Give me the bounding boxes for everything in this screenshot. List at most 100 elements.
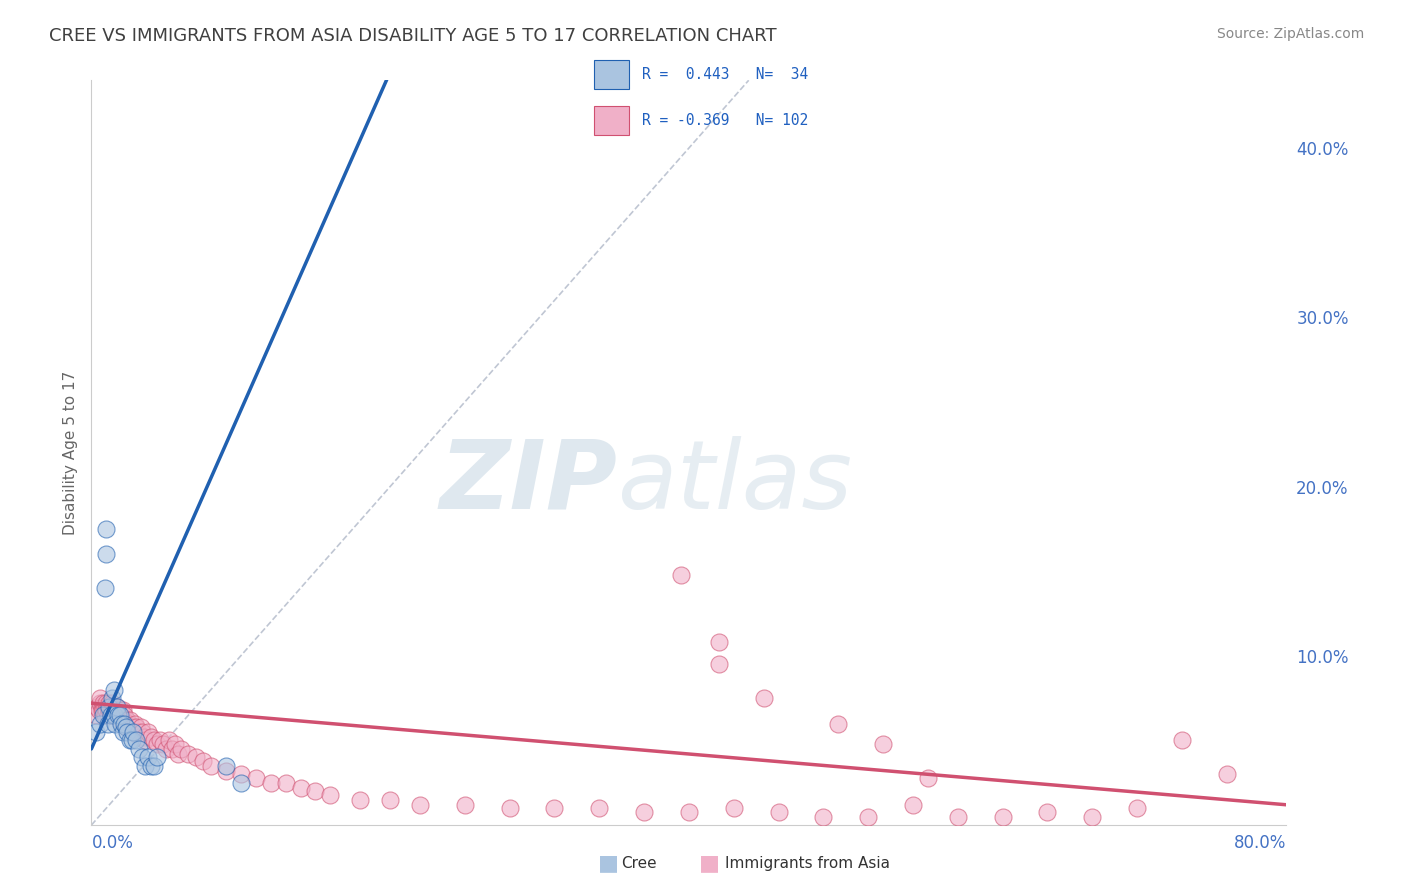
Point bbox=[454, 797, 477, 812]
Point bbox=[163, 737, 186, 751]
Point bbox=[193, 754, 215, 768]
Point bbox=[991, 810, 1014, 824]
Point bbox=[1171, 733, 1194, 747]
Point bbox=[94, 699, 117, 714]
Point bbox=[752, 691, 775, 706]
Point bbox=[274, 776, 297, 790]
Point bbox=[107, 703, 129, 717]
Point bbox=[110, 703, 132, 717]
Point bbox=[707, 657, 730, 672]
Point bbox=[97, 699, 120, 714]
Point bbox=[146, 750, 169, 764]
Point bbox=[94, 581, 117, 595]
Point bbox=[132, 730, 155, 744]
Point bbox=[380, 793, 402, 807]
Text: Source: ZipAtlas.com: Source: ZipAtlas.com bbox=[1216, 27, 1364, 41]
Point bbox=[200, 759, 222, 773]
Point bbox=[125, 733, 148, 747]
Point bbox=[101, 703, 124, 717]
Point bbox=[155, 742, 177, 756]
Point bbox=[112, 708, 135, 723]
Point bbox=[129, 720, 152, 734]
Point bbox=[215, 764, 238, 778]
Y-axis label: Disability Age 5 to 17: Disability Age 5 to 17 bbox=[62, 370, 77, 535]
Point bbox=[96, 703, 118, 717]
Point bbox=[105, 699, 128, 714]
Text: R =  0.443   N=  34: R = 0.443 N= 34 bbox=[643, 67, 808, 82]
Point bbox=[245, 771, 267, 785]
Point bbox=[177, 747, 200, 761]
Point bbox=[349, 793, 371, 807]
Point bbox=[118, 720, 141, 734]
Point bbox=[104, 703, 127, 717]
Point bbox=[104, 708, 127, 723]
Point bbox=[118, 716, 141, 731]
Point bbox=[115, 713, 138, 727]
Point bbox=[90, 703, 112, 717]
Point bbox=[112, 713, 135, 727]
Point bbox=[901, 797, 924, 812]
Point bbox=[93, 696, 115, 710]
Point bbox=[93, 703, 115, 717]
Point bbox=[633, 805, 655, 819]
Text: 80.0%: 80.0% bbox=[1234, 833, 1286, 852]
Point bbox=[96, 696, 118, 710]
Point bbox=[114, 720, 136, 734]
Point bbox=[136, 725, 159, 739]
Point bbox=[1081, 810, 1104, 824]
Text: ZIP: ZIP bbox=[439, 436, 617, 529]
Text: Cree: Cree bbox=[621, 856, 657, 871]
Point bbox=[170, 742, 193, 756]
Text: R = -0.369   N= 102: R = -0.369 N= 102 bbox=[643, 113, 808, 128]
Point bbox=[121, 720, 143, 734]
Point bbox=[141, 730, 163, 744]
Point bbox=[98, 696, 121, 710]
Point bbox=[149, 733, 172, 747]
Point bbox=[96, 547, 118, 561]
Point bbox=[827, 716, 849, 731]
Point bbox=[87, 703, 110, 717]
Point bbox=[1216, 767, 1239, 781]
Point bbox=[146, 737, 169, 751]
Point bbox=[128, 730, 150, 744]
Point bbox=[768, 805, 790, 819]
Point bbox=[111, 713, 134, 727]
Point bbox=[108, 713, 131, 727]
Point bbox=[89, 696, 111, 710]
Point bbox=[671, 567, 693, 582]
Point bbox=[1036, 805, 1059, 819]
Point bbox=[858, 810, 880, 824]
Point bbox=[124, 716, 146, 731]
Point bbox=[98, 699, 121, 714]
Point bbox=[141, 759, 163, 773]
Text: CREE VS IMMIGRANTS FROM ASIA DISABILITY AGE 5 TO 17 CORRELATION CHART: CREE VS IMMIGRANTS FROM ASIA DISABILITY … bbox=[49, 27, 778, 45]
Point bbox=[157, 733, 180, 747]
Point bbox=[125, 720, 148, 734]
Point bbox=[103, 699, 125, 714]
Point bbox=[114, 720, 136, 734]
Point bbox=[111, 703, 134, 717]
Point bbox=[90, 699, 112, 714]
Point bbox=[134, 733, 156, 747]
Point bbox=[499, 801, 522, 815]
Point bbox=[143, 759, 166, 773]
Point bbox=[259, 776, 281, 790]
Point bbox=[127, 725, 149, 739]
Point bbox=[167, 747, 190, 761]
Point bbox=[97, 716, 120, 731]
Point bbox=[89, 691, 111, 706]
Point bbox=[588, 801, 610, 815]
Point bbox=[290, 780, 312, 795]
Point bbox=[184, 750, 207, 764]
Point bbox=[128, 742, 150, 756]
Point bbox=[409, 797, 432, 812]
Point bbox=[723, 801, 745, 815]
Point bbox=[104, 716, 127, 731]
Point bbox=[103, 708, 125, 723]
Point bbox=[103, 708, 125, 723]
Point bbox=[110, 716, 132, 731]
Bar bbox=[595, 60, 628, 88]
Point bbox=[229, 767, 252, 781]
Point bbox=[678, 805, 700, 819]
Point bbox=[89, 716, 111, 731]
